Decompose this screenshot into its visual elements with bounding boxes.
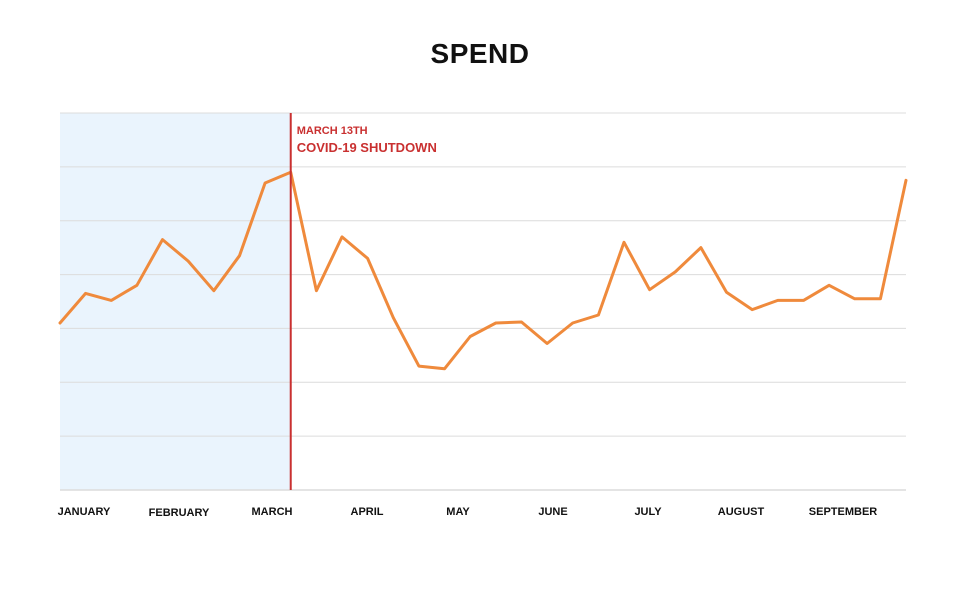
x-axis-tick-labels: JANUARY FEBRUARY MARCH APRIL MAY JUNE JULY AUGU… [58, 506, 878, 519]
x-tick-label: FEBRUARY [149, 507, 210, 519]
x-tick-label: JANUARY [58, 506, 111, 518]
chart-title: SPEND [430, 38, 530, 69]
x-tick-label: SEPTEMBER [809, 506, 878, 518]
x-tick-label: JULY [634, 506, 662, 518]
x-tick-label: APRIL [351, 506, 384, 518]
x-tick-label: AUGUST [718, 506, 765, 518]
x-tick-label: MAY [446, 506, 470, 518]
x-tick-label: MARCH [252, 506, 293, 518]
annotation-date: MARCH 13TH [297, 125, 368, 137]
pre-shutdown-shaded-region [60, 113, 291, 490]
spend-series-line [58, 170, 908, 371]
annotation-label: COVID-19 SHUTDOWN [297, 140, 437, 155]
gridlines [60, 112, 906, 491]
x-tick-label: JUNE [538, 506, 567, 518]
